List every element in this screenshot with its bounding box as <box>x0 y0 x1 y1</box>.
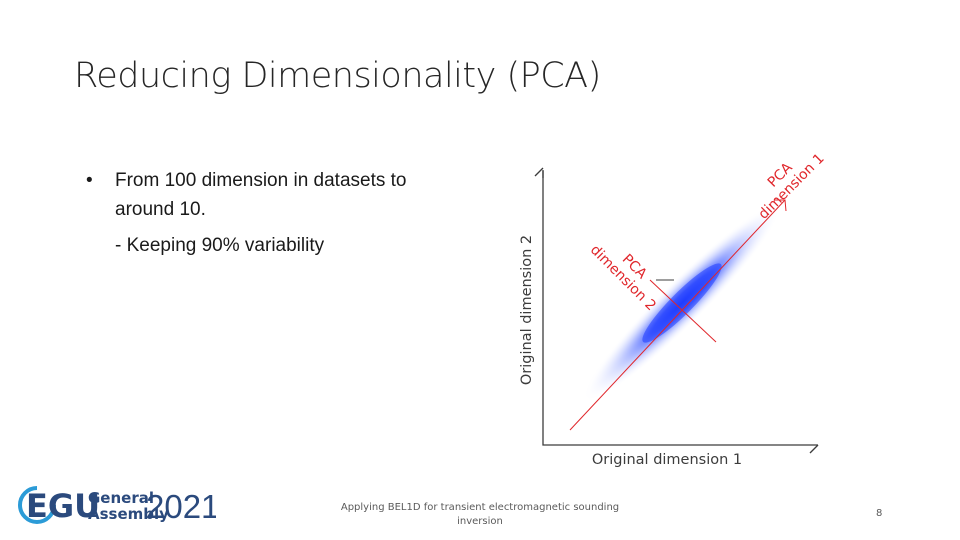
page-number: 8 <box>876 508 883 519</box>
egu-logo-ring-icon <box>18 486 56 524</box>
x-axis-arrowhead <box>809 444 819 454</box>
egu-logo-line2: Assembly <box>88 505 169 523</box>
pca-figure: Original dimension 1 Original dimension … <box>519 151 828 468</box>
pca-dimension-2-label-line2: dimension 2 <box>587 242 659 314</box>
x-axis-label: Original dimension 1 <box>592 452 742 468</box>
pca-dimension-1-label: PCA dimension 1 <box>756 151 828 223</box>
egu-logo: EGU General Assembly 2021 <box>18 486 216 525</box>
pca-axes <box>569 199 787 431</box>
egu-logo-year: 2021 <box>146 488 216 525</box>
y-axis-label: Original dimension 2 <box>519 235 535 385</box>
bullet-sub-item: - Keeping 90% variability <box>115 235 325 256</box>
pca-dimension-1-arrowhead <box>774 199 787 212</box>
egu-logo-letters: EGU <box>26 487 100 525</box>
original-axes <box>534 167 819 454</box>
bullet-marker: • <box>86 170 93 191</box>
pca-dimension-2-label: PCA dimension 2 <box>587 242 659 314</box>
footer-caption: Applying BEL1D for transient electromagn… <box>340 502 620 527</box>
bullet-text: From 100 dimension in datasets to around… <box>115 170 407 220</box>
slide-title: Reducing Dimensionality (PCA) <box>74 56 601 96</box>
bullet-list: • From 100 dimension in datasets to arou… <box>86 166 486 260</box>
egu-logo-line1: General <box>88 489 154 507</box>
pca-dimension-1-label-line2: dimension 1 <box>756 151 828 223</box>
bullet-item: • From 100 dimension in datasets to arou… <box>86 166 486 224</box>
pca-dimension-1-line <box>569 199 786 431</box>
y-axis-arrowhead <box>534 167 544 177</box>
data-cloud <box>583 204 781 402</box>
pca-dimension-2-line <box>649 279 717 343</box>
